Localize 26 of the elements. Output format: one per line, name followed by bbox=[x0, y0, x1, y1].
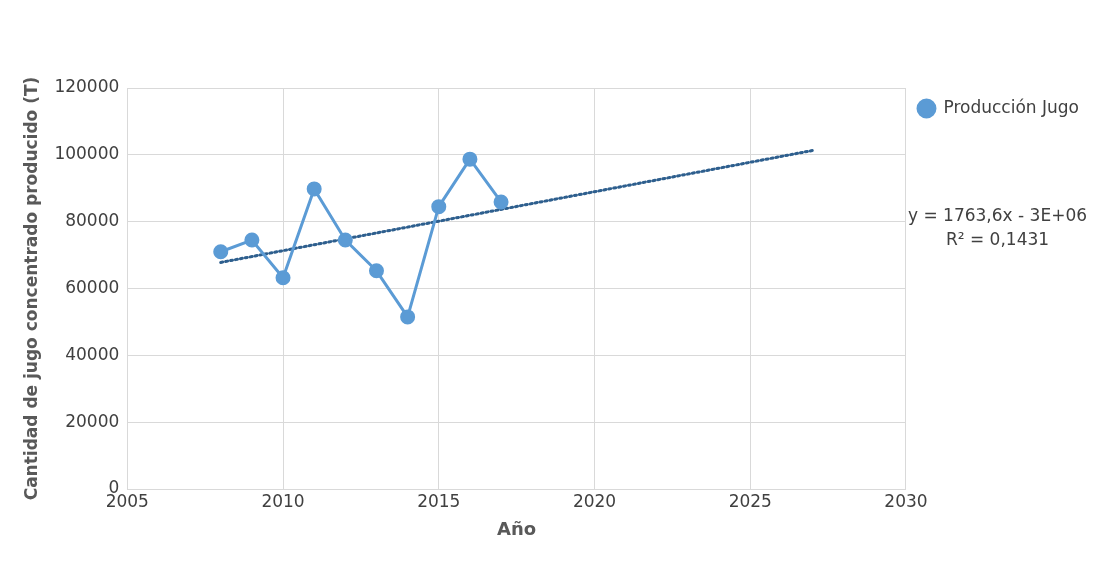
x-tick-label: 2015 bbox=[417, 490, 461, 511]
point bbox=[431, 199, 447, 215]
y-tick-label: 100000 bbox=[54, 143, 120, 164]
text: y = 1763,6x - 3E+06 bbox=[907, 204, 1088, 225]
y-tick-label: 80000 bbox=[65, 210, 120, 231]
y-tick-label: 60000 bbox=[65, 276, 120, 297]
point bbox=[244, 232, 260, 248]
x-tick-label: 2025 bbox=[728, 490, 772, 511]
y-tick-label: 20000 bbox=[65, 410, 120, 431]
y-tick-label: 40000 bbox=[65, 343, 120, 364]
point bbox=[493, 194, 509, 210]
point bbox=[213, 244, 229, 260]
x-tick-label: 2010 bbox=[261, 490, 305, 511]
x-axis-title: Año bbox=[497, 517, 537, 539]
point bbox=[462, 151, 478, 167]
point bbox=[337, 232, 353, 248]
text: R² = 0,1431 bbox=[945, 228, 1050, 249]
point bbox=[306, 181, 322, 197]
legend-label: Producción Jugo bbox=[943, 96, 1080, 117]
x-tick-label: 2020 bbox=[572, 490, 617, 511]
point bbox=[400, 309, 416, 325]
y-tick-label: 120000 bbox=[54, 76, 120, 97]
point bbox=[275, 270, 291, 286]
y-axis-title: Cantidad de jugo concentrado producido (T) bbox=[20, 76, 41, 501]
x-tick-label: 2030 bbox=[884, 490, 928, 511]
point bbox=[368, 263, 384, 279]
